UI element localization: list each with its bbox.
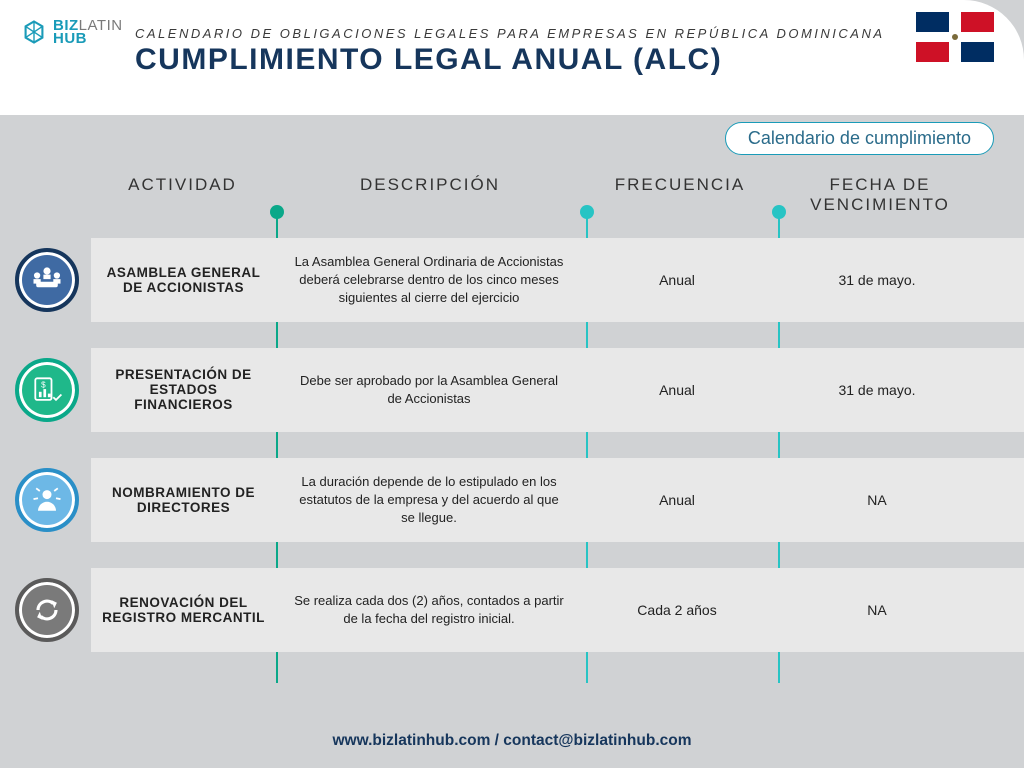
cell-activity: ASAMBLEA GENERAL DE ACCIONISTAS [91, 265, 276, 295]
footer-contact: www.bizlatinhub.com / contact@bizlatinhu… [0, 732, 1024, 750]
logo: BIZLATIN HUB [20, 18, 123, 46]
logo-icon [20, 18, 48, 46]
director-icon [15, 468, 79, 532]
table-row: ASAMBLEA GENERAL DE ACCIONISTASLa Asambl… [0, 231, 1024, 329]
cell-due: 31 de mayo. [772, 382, 982, 398]
header: BIZLATIN HUB CALENDARIO DE OBLIGACIONES … [0, 0, 1024, 115]
flag-icon [916, 12, 994, 62]
compliance-table: ACTIVIDAD DESCRIPCIÓN FRECUENCIA FECHA D… [0, 175, 1024, 671]
cell-description: La Asamblea General Ordinaria de Accioni… [276, 253, 582, 306]
cell-due: NA [772, 492, 982, 508]
page-title: CUMPLIMIENTO LEGAL ANUAL (ALC) [135, 43, 994, 77]
page-subtitle: CALENDARIO DE OBLIGACIONES LEGALES PARA … [135, 26, 994, 41]
cell-frequency: Anual [582, 382, 772, 398]
header-due: FECHA DE VENCIMIENTO [775, 175, 985, 216]
table-body: ASAMBLEA GENERAL DE ACCIONISTASLa Asambl… [0, 231, 1024, 659]
table-row: NOMBRAMIENTO DE DIRECTORESLa duración de… [0, 451, 1024, 549]
cell-activity: PRESENTACIÓN DE ESTADOS FINANCIEROS [91, 367, 276, 412]
header-activity: ACTIVIDAD [90, 175, 275, 216]
cell-activity: NOMBRAMIENTO DE DIRECTORES [91, 485, 276, 515]
meeting-icon [15, 248, 79, 312]
finance-icon: $ [15, 358, 79, 422]
table-row: $ PRESENTACIÓN DE ESTADOS FINANCIEROSDebe… [0, 341, 1024, 439]
cell-due: NA [772, 602, 982, 618]
cell-description: La duración depende de lo estipulado en … [276, 473, 582, 526]
compliance-badge: Calendario de cumplimiento [725, 122, 994, 155]
cell-due: 31 de mayo. [772, 272, 982, 288]
table-row: RENOVACIÓN DEL REGISTRO MERCANTILSe real… [0, 561, 1024, 659]
renew-icon [15, 578, 79, 642]
svg-text:$: $ [41, 380, 46, 389]
cell-frequency: Anual [582, 492, 772, 508]
cell-frequency: Cada 2 años [582, 602, 772, 618]
logo-hub: HUB [53, 32, 123, 46]
cell-description: Debe ser aprobado por la Asamblea Genera… [276, 372, 582, 407]
header-frequency: FRECUENCIA [585, 175, 775, 216]
cell-description: Se realiza cada dos (2) años, contados a… [276, 592, 582, 627]
header-description: DESCRIPCIÓN [275, 175, 585, 216]
cell-frequency: Anual [582, 272, 772, 288]
table-header: ACTIVIDAD DESCRIPCIÓN FRECUENCIA FECHA D… [0, 175, 1024, 216]
cell-activity: RENOVACIÓN DEL REGISTRO MERCANTIL [91, 595, 276, 625]
